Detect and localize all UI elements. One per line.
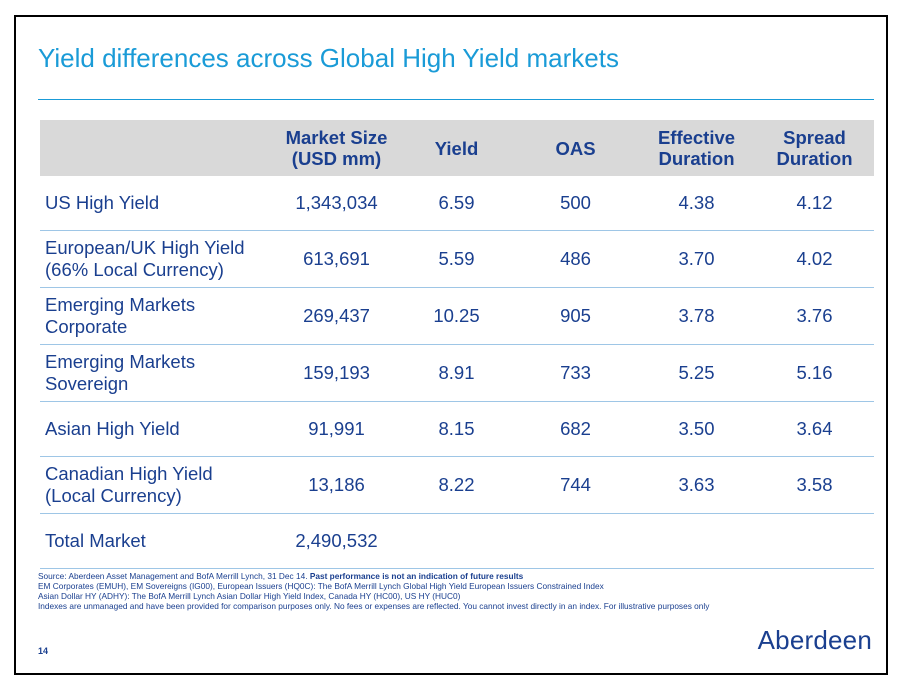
market-size-cell: 2,490,532 <box>273 513 400 569</box>
effective-duration-cell <box>638 513 755 569</box>
effective-duration-cell: 4.38 <box>638 176 755 231</box>
table-row: Canadian High Yield (Local Currency) 13,1… <box>40 456 874 514</box>
yield-cell: 10.25 <box>400 287 513 345</box>
header-cell: Spread Duration <box>755 120 874 176</box>
spread-duration-cell: 4.02 <box>755 230 874 288</box>
market-name-cell: US High Yield <box>40 176 273 231</box>
oas-cell: 733 <box>513 344 638 402</box>
source-note: Source: Aberdeen Asset Management and Bo… <box>38 571 524 581</box>
effective-duration-cell: 5.25 <box>638 344 755 402</box>
effective-duration-cell: 3.50 <box>638 401 755 457</box>
table-row-total: Total Market 2,490,532 <box>40 513 874 569</box>
slide: Yield differences across Global High Yie… <box>14 15 888 675</box>
index-note: EM Corporates (EMUH), EM Sovereigns (IG0… <box>38 581 604 591</box>
yield-cell: 5.59 <box>400 230 513 288</box>
spread-duration-cell: 4.12 <box>755 176 874 231</box>
effective-duration-cell: 3.70 <box>638 230 755 288</box>
yield-cell: 8.15 <box>400 401 513 457</box>
market-size-cell: 269,437 <box>273 287 400 345</box>
market-size-cell: 13,186 <box>273 456 400 514</box>
yield-table: Market Size (USD mm) Yield OAS Effective D… <box>40 120 874 569</box>
table-row: Asian High Yield 91,991 8.15 682 3.50 3.… <box>40 401 874 457</box>
yield-cell: 8.22 <box>400 456 513 514</box>
effective-duration-cell: 3.78 <box>638 287 755 345</box>
spread-duration-cell <box>755 513 874 569</box>
spread-duration-cell: 3.58 <box>755 456 874 514</box>
oas-cell: 486 <box>513 230 638 288</box>
index-note: Asian Dollar HY (ADHY): The BofA Merrill… <box>38 591 461 601</box>
yield-cell: 8.91 <box>400 344 513 402</box>
header-cell: OAS <box>513 120 638 176</box>
header-cell: Market Size (USD mm) <box>273 120 400 176</box>
oas-cell: 905 <box>513 287 638 345</box>
table-header-row: Market Size (USD mm) Yield OAS Effective D… <box>40 120 874 176</box>
market-name-cell: Asian High Yield <box>40 401 273 457</box>
market-name-cell: European/UK High Yield (66% Local Currenc… <box>40 230 273 288</box>
oas-cell: 500 <box>513 176 638 231</box>
aberdeen-logo: Aberdeen <box>757 625 872 655</box>
market-name-cell: Total Market <box>40 513 273 569</box>
table-row: Emerging Markets Sovereign 159,193 8.91 7… <box>40 344 874 402</box>
market-size-cell: 1,343,034 <box>273 176 400 231</box>
footnotes: Source: Aberdeen Asset Management and Bo… <box>38 571 898 611</box>
header-cell: Yield <box>400 120 513 176</box>
market-size-cell: 91,991 <box>273 401 400 457</box>
spread-duration-cell: 5.16 <box>755 344 874 402</box>
disclaimer-note: Indexes are unmanaged and have been prov… <box>38 601 710 611</box>
market-size-cell: 613,691 <box>273 230 400 288</box>
table-row: US High Yield 1,343,034 6.59 500 4.38 4.… <box>40 176 874 231</box>
market-name-cell: Canadian High Yield (Local Currency) <box>40 456 273 514</box>
page-number: 14 <box>38 646 49 656</box>
table-row: European/UK High Yield (66% Local Currenc… <box>40 230 874 288</box>
spread-duration-cell: 3.76 <box>755 287 874 345</box>
oas-cell <box>513 513 638 569</box>
market-name-cell: Emerging Markets Corporate <box>40 287 273 345</box>
oas-cell: 744 <box>513 456 638 514</box>
header-cell <box>40 120 273 176</box>
slide-title: Yield differences across Global High Yie… <box>38 43 619 73</box>
yield-cell <box>400 513 513 569</box>
market-name-cell: Emerging Markets Sovereign <box>40 344 273 402</box>
market-size-cell: 159,193 <box>273 344 400 402</box>
title-divider <box>38 99 874 100</box>
effective-duration-cell: 3.63 <box>638 456 755 514</box>
spread-duration-cell: 3.64 <box>755 401 874 457</box>
header-cell: Effective Duration <box>638 120 755 176</box>
table-row: Emerging Markets Corporate 269,437 10.25 … <box>40 287 874 345</box>
oas-cell: 682 <box>513 401 638 457</box>
yield-cell: 6.59 <box>400 176 513 231</box>
